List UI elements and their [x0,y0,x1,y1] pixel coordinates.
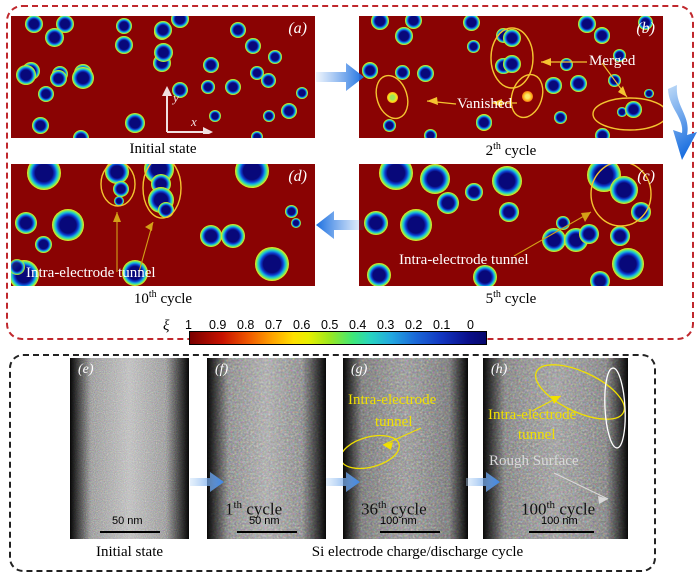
svg-text:Intra-electrode: Intra-electrode [488,407,577,423]
svg-text:Merged: Merged [589,53,636,69]
svg-text:Intra-electrode: Intra-electrode [348,392,437,408]
svg-text:Vanished: Vanished [457,96,512,112]
svg-text:tunnel: tunnel [375,414,413,430]
svg-text:Intra-electrode tunnel: Intra-electrode tunnel [26,265,156,281]
svg-text:Intra-electrode tunnel: Intra-electrode tunnel [399,252,529,268]
svg-text:x: x [190,114,197,129]
svg-text:y: y [171,90,179,105]
svg-text:tunnel: tunnel [518,427,556,443]
svg-text:Rough Surface: Rough Surface [489,453,579,469]
